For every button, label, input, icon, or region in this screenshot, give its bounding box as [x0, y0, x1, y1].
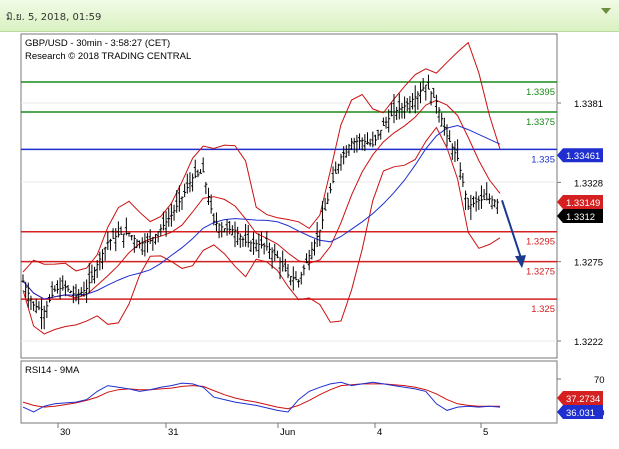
main-panel [20, 33, 558, 359]
upper-band [22, 41, 501, 273]
price-tags: 1.33461 1.33149 1.3312 [557, 148, 603, 223]
rsi-tag-label: 36.031 [566, 408, 595, 419]
rsi-lines [22, 381, 501, 413]
chart-subtitle: Research © 2018 TRADING CENTRAL [25, 51, 191, 62]
chart: 1.3395 1.3375 1.335 1.3295 1.3275 1.325 GBP/U… [20, 33, 605, 438]
level-label: 1.335 [531, 154, 555, 165]
price-tag [557, 208, 603, 223]
x-axis: 30 31 Jun 4 5 [57, 423, 488, 438]
level-label: 1.3295 [526, 237, 555, 248]
y-tick-label: 1.3328 [574, 178, 603, 189]
x-tick-label: 4 [377, 427, 382, 438]
x-tick-label: Jun [280, 427, 295, 438]
price-tag [557, 148, 603, 163]
y-tick-label: 1.3381 [574, 99, 603, 110]
y-axis: 1.3381 1.3328 1.3275 1.3222 [557, 99, 603, 348]
timestamp: มิ.ย. 5, 2018, 01:59 [6, 12, 102, 23]
y-tick-label: 1.3222 [574, 337, 603, 348]
chevron-down-icon[interactable] [601, 8, 611, 14]
price-tag-label: 1.3312 [566, 212, 595, 223]
price-tag-label: 1.33149 [566, 198, 600, 209]
rsi-tick-label: 70 [594, 375, 605, 386]
rsi-tag [557, 405, 603, 419]
lower-band [22, 126, 501, 335]
forecast-line [501, 199, 522, 259]
price-candles [21, 74, 499, 330]
level-label: 1.3395 [526, 87, 555, 98]
rsi-tags: 37.2734 36.031 [557, 391, 603, 419]
x-tick-label: 31 [168, 427, 179, 438]
forecast-arrowhead [515, 255, 526, 269]
price-tag [557, 194, 603, 209]
rsi-panel [20, 360, 558, 424]
forecast-arrow [501, 199, 526, 269]
chart-title: GBP/USD - 30min - 3:58:27 (CET) [25, 38, 170, 49]
rsi-title: RSI14 - 9MA [25, 365, 80, 376]
x-tick-label: 30 [60, 427, 71, 438]
rsi-tag [557, 391, 603, 405]
rsi-ma-line [22, 383, 500, 410]
rsi-line [22, 381, 501, 413]
x-tick-label: 5 [483, 427, 488, 438]
rsi-tag-label: 37.2734 [566, 394, 600, 405]
top-bar: มิ.ย. 5, 2018, 01:59 [0, 0, 619, 32]
moving-average [22, 124, 501, 300]
level-label: 1.3275 [526, 267, 555, 278]
level-label: 1.3375 [526, 117, 555, 128]
level-label: 1.325 [531, 304, 555, 315]
price-tag-label: 1.33461 [566, 151, 600, 162]
y-tick-label: 1.3275 [574, 258, 603, 269]
